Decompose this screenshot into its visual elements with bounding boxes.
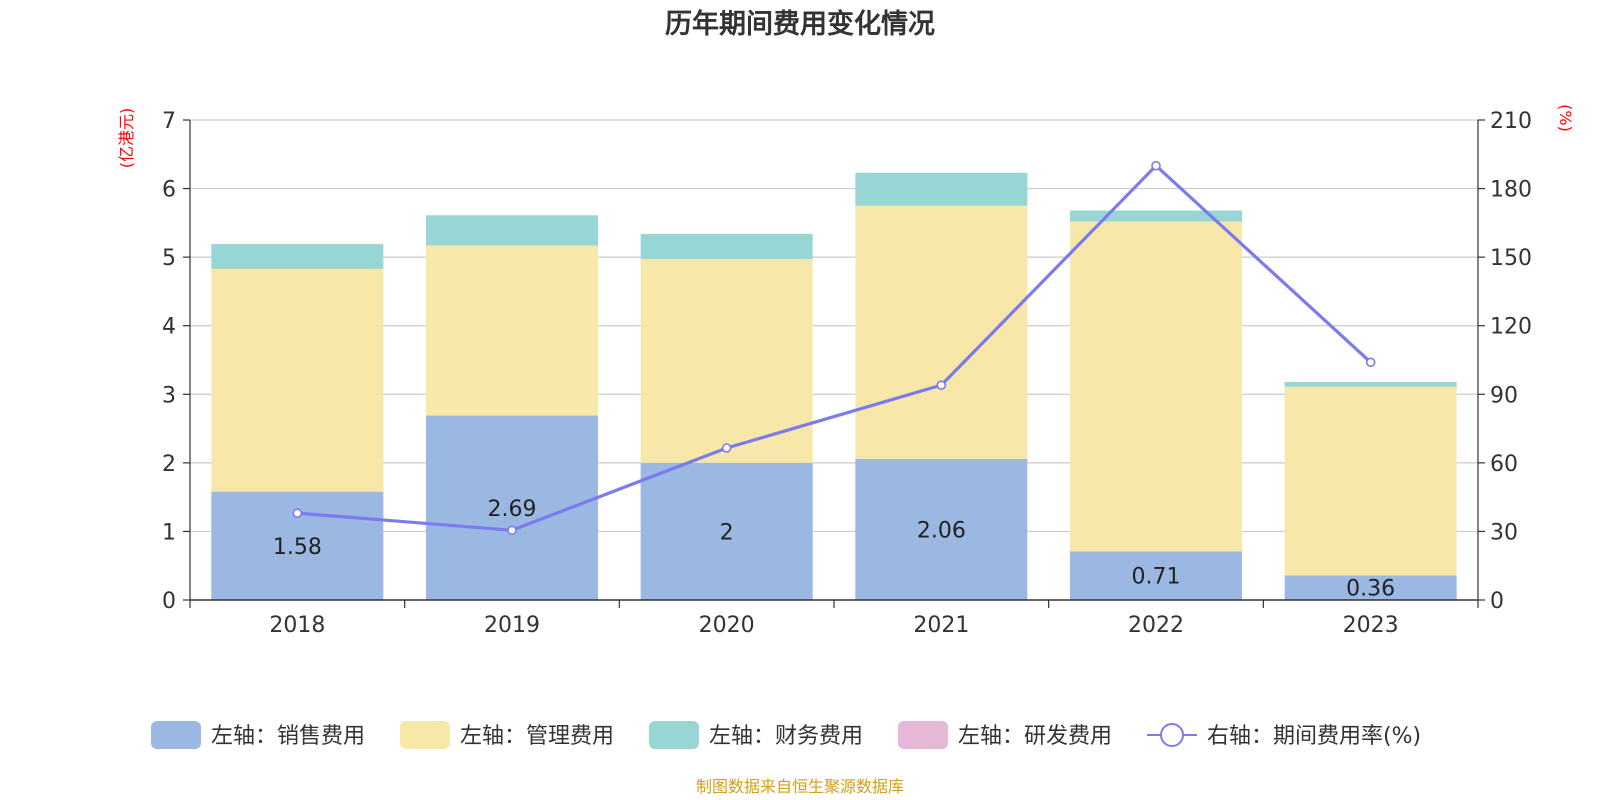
left-tick-label: 3: [162, 383, 176, 408]
bar-value-label: 2.06: [917, 518, 966, 543]
right-tick-label: 120: [1490, 315, 1532, 340]
left-tick-label: 0: [162, 589, 176, 614]
right-tick-label: 30: [1490, 520, 1518, 545]
bar-segment: [640, 462, 813, 600]
rate-point: [1365, 357, 1376, 368]
x-tick-label: 2022: [1128, 613, 1184, 638]
right-tick-label: 90: [1490, 383, 1518, 408]
bar-segment: [855, 205, 1028, 459]
legend-label: 左轴：财务费用: [709, 724, 863, 749]
bar-value-label: 0.71: [1132, 565, 1181, 590]
right-tick-label: 60: [1490, 452, 1518, 477]
left-tick-label: 1: [162, 520, 176, 545]
legend: 左轴：销售费用 左轴：管理费用 左轴：财务费用 左轴：研发费用 右轴：期间费用率(%): [151, 721, 1421, 749]
x-tick-label: 2020: [699, 613, 755, 638]
bar-segment: [1070, 551, 1242, 600]
x-tick-label: 2021: [913, 613, 969, 638]
left-axis-unit: (亿港元): [117, 108, 136, 169]
bar-segment: [640, 233, 813, 260]
rate-line: [292, 160, 1376, 536]
chart-title: 历年期间费用变化情况: [665, 8, 935, 40]
bar-value-label: 0.36: [1346, 577, 1395, 602]
axes: 0 1 2 3 4 5 6 7 0 30 60 90 120 150 180 210 2018 2019 2020 2…: [162, 109, 1532, 638]
rate-point: [721, 443, 732, 453]
left-tick-label: 7: [162, 109, 176, 134]
right-tick-label: 180: [1490, 178, 1532, 203]
bar-segment: [640, 259, 813, 463]
bar-value-label: 2.69: [488, 497, 537, 522]
legend-swatch: [649, 721, 699, 749]
right-tick-label: 150: [1490, 246, 1532, 271]
rate-line-path: [297, 163, 1372, 532]
left-tick-label: 5: [162, 246, 176, 271]
rate-point: [507, 525, 517, 536]
left-tick-label: 2: [162, 452, 176, 477]
bar-segment: [1070, 210, 1242, 222]
data-source-note: 制图数据来自恒生聚源数据库: [696, 777, 904, 796]
right-tick-label: 0: [1490, 589, 1504, 614]
bar-value-label: 2: [720, 520, 734, 545]
bar-segment: [211, 244, 384, 269]
right-axis-unit: (%): [1556, 104, 1575, 132]
bars: [211, 172, 1457, 600]
grid: [190, 119, 1478, 533]
bar-segment: [855, 172, 1028, 206]
bar-segment: [1070, 221, 1242, 552]
legend-marker: [1160, 723, 1184, 747]
bar-value-label: 1.58: [273, 535, 322, 560]
bar-segment: [1284, 381, 1457, 387]
x-tick-label: 2018: [269, 613, 325, 638]
legend-swatch: [898, 721, 948, 749]
bar-segment: [426, 215, 598, 246]
x-tick-label: 2019: [484, 613, 540, 638]
bar-segment: [426, 245, 598, 416]
rate-point: [936, 380, 947, 390]
x-tick-label: 2023: [1343, 613, 1399, 638]
rate-point: [1151, 160, 1161, 171]
bar-segment: [1284, 386, 1457, 576]
rate-point: [292, 508, 303, 518]
left-tick-label: 6: [162, 178, 176, 203]
data-labels: 1.58 2.69 2 2.06 0.71 0.36: [273, 497, 1395, 602]
legend-label: 右轴：期间费用率(%): [1207, 724, 1421, 749]
legend-label: 左轴：研发费用: [958, 724, 1112, 749]
left-tick-label: 4: [162, 315, 176, 340]
legend-swatch: [400, 721, 450, 749]
bar-segment: [855, 458, 1028, 600]
legend-label: 左轴：管理费用: [460, 724, 614, 749]
bar-segment: [1284, 575, 1457, 600]
bar-segment: [211, 268, 384, 492]
legend-label: 左轴：销售费用: [211, 724, 365, 749]
right-tick-label: 210: [1490, 109, 1532, 134]
legend-swatch: [151, 721, 201, 749]
